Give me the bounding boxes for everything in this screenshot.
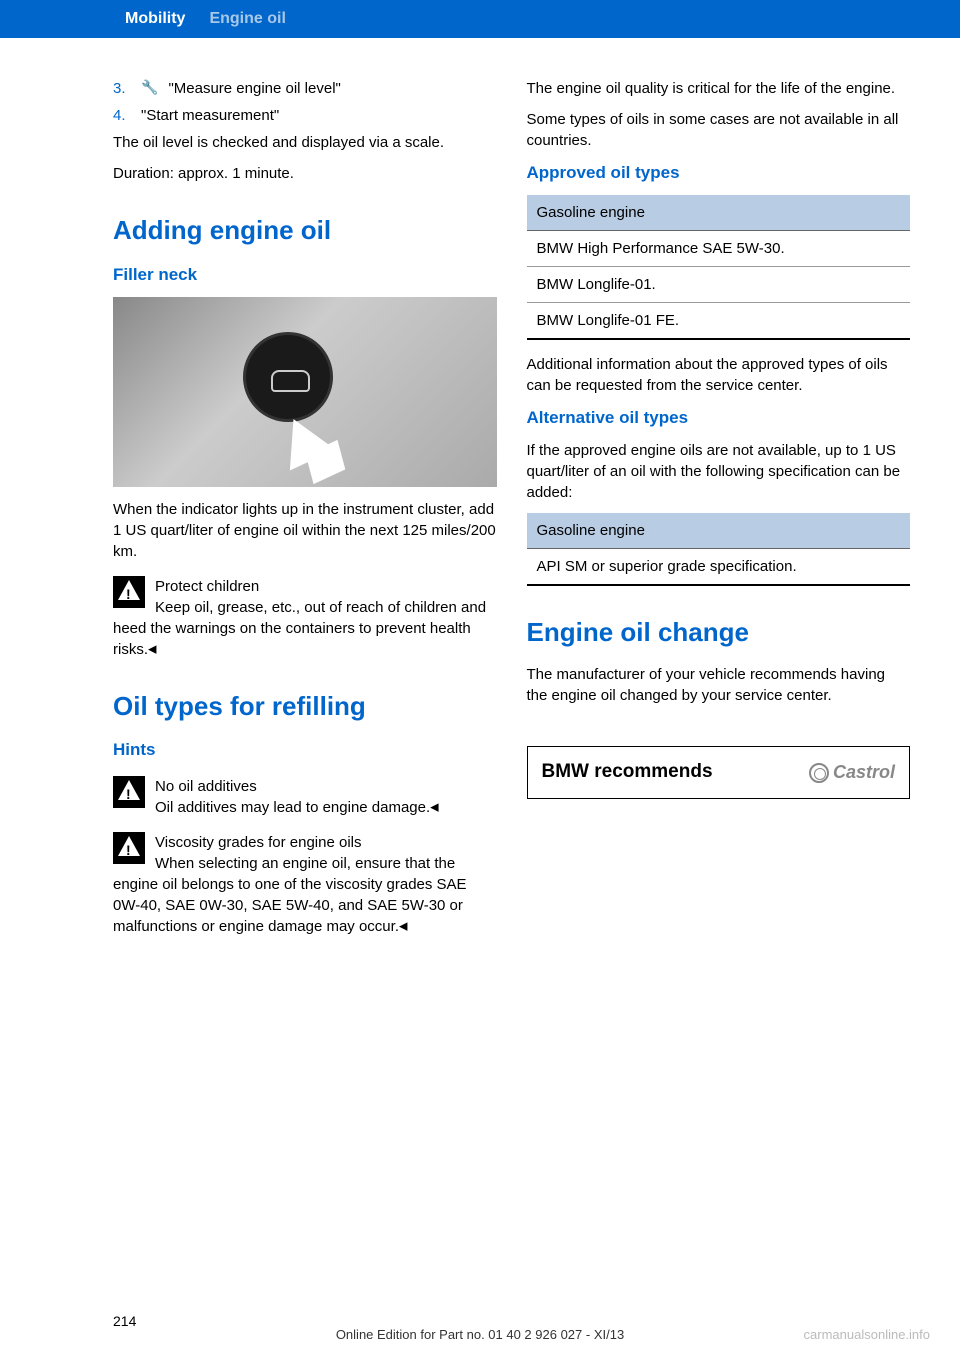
warning-body: Keep oil, grease, etc., out of reach of … xyxy=(113,599,486,658)
paragraph: The engine oil quality is critical for t… xyxy=(527,78,911,99)
filler-neck-photo xyxy=(113,297,497,487)
oil-can-icon: 🔧 xyxy=(141,78,158,99)
castrol-icon xyxy=(809,763,829,783)
content-area: 3. 🔧 "Measure engine oil level" 4. "Star… xyxy=(0,38,960,950)
end-marker: ◀ xyxy=(430,801,438,813)
list-text: "Start measurement" xyxy=(141,105,279,126)
end-marker: ◀ xyxy=(148,643,156,655)
warning-title: Viscosity grades for engine oils xyxy=(155,834,362,851)
warning-icon xyxy=(113,576,145,608)
warning-title: Protect children xyxy=(155,578,259,595)
paragraph: If the approved engine oils are not avai… xyxy=(527,440,911,503)
table-header: Gasoline engine xyxy=(527,195,911,231)
warning-icon xyxy=(113,776,145,808)
warning-body: When selecting an engine oil, ensure tha… xyxy=(113,855,467,935)
heading-filler-neck: Filler neck xyxy=(113,263,497,287)
list-number: 3. xyxy=(113,78,141,99)
paragraph: Additional information about the approve… xyxy=(527,354,911,396)
table-cell: BMW Longlife-01 FE. xyxy=(527,303,911,340)
recommends-text: BMW recommends xyxy=(542,759,713,786)
table-cell: API SM or superior grade specification. xyxy=(527,548,911,585)
page-number: 214 xyxy=(113,1312,136,1332)
castrol-logo: Castrol xyxy=(809,760,895,785)
table-cell: BMW High Performance SAE 5W-30. xyxy=(527,231,911,267)
list-number: 4. xyxy=(113,105,141,126)
list-item-3: 3. 🔧 "Measure engine oil level" xyxy=(113,78,497,99)
left-column: 3. 🔧 "Measure engine oil level" 4. "Star… xyxy=(113,78,497,950)
right-column: The engine oil quality is critical for t… xyxy=(527,78,911,950)
heading-oil-change: Engine oil change xyxy=(527,614,911,650)
warning-icon xyxy=(113,832,145,864)
paragraph: Some types of oils in some cases are not… xyxy=(527,109,911,151)
paragraph: When the indicator lights up in the inst… xyxy=(113,499,497,562)
list-item-4: 4. "Start measurement" xyxy=(113,105,497,126)
castrol-text: Castrol xyxy=(833,760,895,785)
warning-body: Oil additives may lead to engine dam­age… xyxy=(155,799,430,816)
header-bar: Mobility Engine oil xyxy=(0,0,960,38)
warning-no-additives: No oil additives Oil additives may lead … xyxy=(113,776,497,818)
warning-viscosity: Viscosity grades for engine oils When se… xyxy=(113,832,497,937)
footer-edition: Online Edition for Part no. 01 40 2 926 … xyxy=(336,1326,624,1344)
approved-oil-table: Gasoline engine BMW High Performance SAE… xyxy=(527,195,911,340)
header-section: Mobility xyxy=(113,8,197,30)
heading-adding-oil: Adding engine oil xyxy=(113,212,497,248)
warning-title: No oil additives xyxy=(155,778,257,795)
table-cell: BMW Longlife-01. xyxy=(527,267,911,303)
heading-approved-oil: Approved oil types xyxy=(527,161,911,185)
watermark: carmanualsonline.info xyxy=(804,1326,930,1344)
alternative-oil-table: Gasoline engine API SM or superior grade… xyxy=(527,513,911,586)
heading-hints: Hints xyxy=(113,738,497,762)
heading-oil-types: Oil types for refilling xyxy=(113,688,497,724)
table-header: Gasoline engine xyxy=(527,513,911,549)
paragraph: The oil level is checked and displayed v… xyxy=(113,132,497,153)
end-marker: ◀ xyxy=(399,920,407,932)
list-text: "Measure engine oil level" xyxy=(168,78,340,99)
paragraph: The manufacturer of your vehicle recomme… xyxy=(527,664,911,706)
heading-alternative-oil: Alternative oil types xyxy=(527,406,911,430)
warning-protect-children: Protect children Keep oil, grease, etc.,… xyxy=(113,576,497,660)
header-topic: Engine oil xyxy=(197,8,297,30)
bmw-recommends-box: BMW recommends Castrol xyxy=(527,746,911,799)
paragraph: Duration: approx. 1 minute. xyxy=(113,163,497,184)
